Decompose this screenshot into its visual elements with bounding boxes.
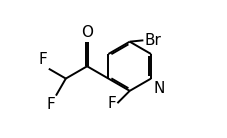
- Text: O: O: [81, 25, 93, 40]
- Text: F: F: [106, 96, 115, 111]
- Text: F: F: [46, 97, 55, 112]
- Text: N: N: [152, 81, 164, 96]
- Text: Br: Br: [143, 33, 160, 48]
- Text: F: F: [39, 52, 47, 67]
